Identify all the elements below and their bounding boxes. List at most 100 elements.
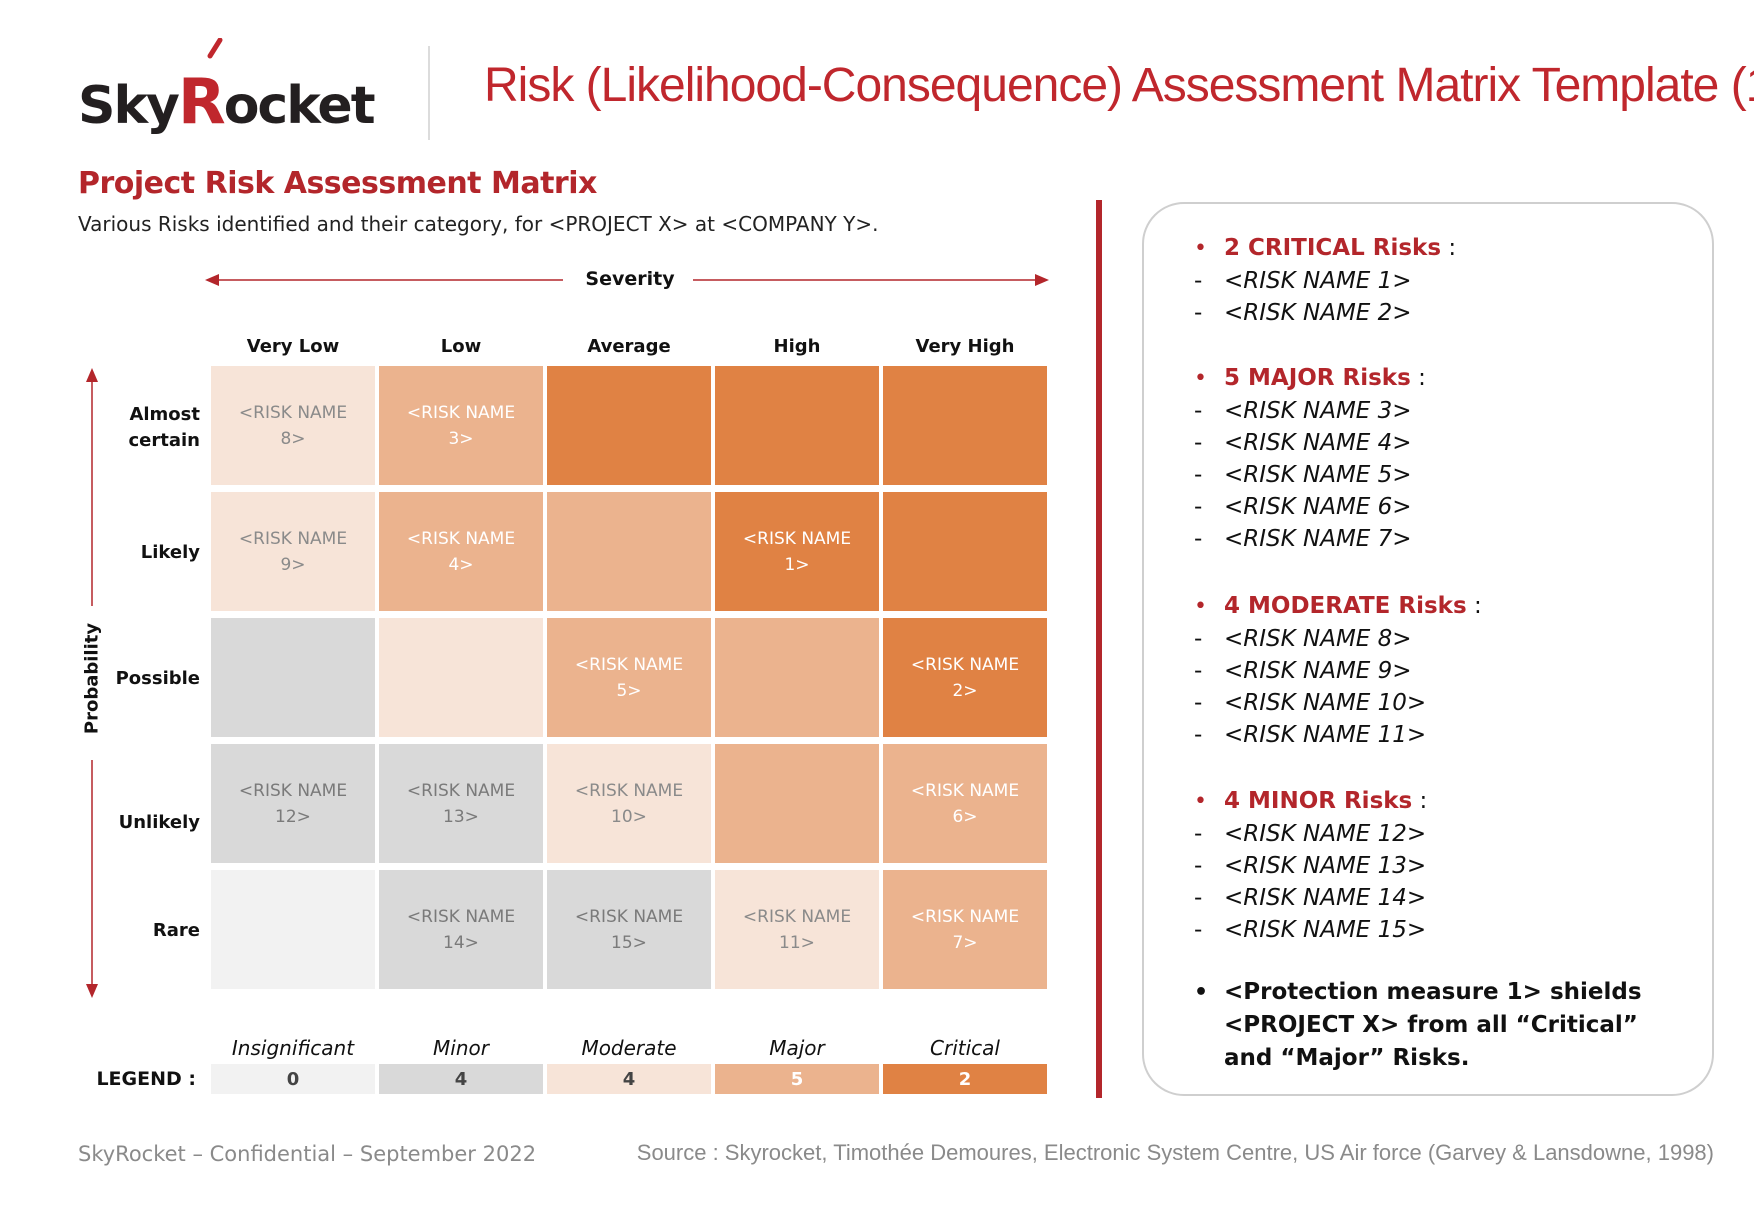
risk-name: <RISK NAME 1> (1224, 268, 1412, 294)
risk-name: <RISK NAME 12> (1224, 821, 1427, 847)
protection-text: <Protection measure 1> shields <PROJECT … (1224, 979, 1642, 1071)
risk-name: <RISK NAME 6> (1224, 494, 1412, 520)
footer-confidential: SkyRocket – Confidential – September 202… (78, 1142, 537, 1166)
legend-category-4: Critical (930, 1036, 1000, 1060)
dash-icon: - (1194, 626, 1203, 652)
summary-risk-item: - <RISK NAME 10> (1194, 687, 1714, 719)
severity-label: Severity (585, 268, 675, 290)
matrix-cell: <RISK NAME 1> (715, 492, 879, 611)
summary-group: • 2 CRITICAL Risks : - <RISK NAME 1> - <RISK … (1194, 232, 1714, 329)
legend-count-2: 4 (547, 1064, 711, 1094)
dash-icon: - (1194, 430, 1203, 456)
matrix-cell (715, 618, 879, 737)
row-header-2: Possible (115, 668, 200, 689)
probability-label: Probability (81, 622, 103, 735)
dash-icon: - (1194, 821, 1203, 847)
legend-label: LEGEND : (96, 1068, 196, 1090)
matrix-cell: <RISK NAME 3> (379, 366, 543, 485)
section-description: Various Risks identified and their categ… (78, 212, 879, 236)
summary-risk-item: - <RISK NAME 7> (1194, 523, 1714, 555)
category-heading-suffix: : (1441, 235, 1457, 261)
matrix-cell: <RISK NAME 7> (883, 870, 1047, 989)
protection-note: • <Protection measure 1> shields <PROJECT… (1194, 976, 1694, 1075)
category-heading: 4 MODERATE Risks (1224, 593, 1467, 619)
summary-group: • 4 MODERATE Risks : - <RISK NAME 8> - <RISK … (1194, 590, 1714, 751)
matrix-cell (883, 366, 1047, 485)
column-header-2: Average (587, 336, 671, 357)
matrix-cell: <RISK NAME 6> (883, 744, 1047, 863)
dash-icon: - (1194, 494, 1203, 520)
category-heading: 5 MAJOR Risks (1224, 365, 1411, 391)
legend-count-3: 5 (715, 1064, 879, 1094)
risk-name: <RISK NAME 15> (1224, 917, 1427, 943)
matrix-cell: <RISK NAME 14> (379, 870, 543, 989)
summary-risk-item: - <RISK NAME 13> (1194, 850, 1714, 882)
matrix-cell (211, 870, 375, 989)
summary-risk-item: - <RISK NAME 5> (1194, 459, 1714, 491)
legend-count-0: 0 (211, 1064, 375, 1094)
summary-risk-item: - <RISK NAME 9> (1194, 655, 1714, 687)
matrix-cell: <RISK NAME 15> (547, 870, 711, 989)
category-heading: 2 CRITICAL Risks (1224, 235, 1442, 261)
dash-icon: - (1194, 398, 1203, 424)
matrix-cell: <RISK NAME 10> (547, 744, 711, 863)
summary-risk-item: - <RISK NAME 1> (1194, 265, 1714, 297)
risk-name: <RISK NAME 4> (1224, 430, 1412, 456)
section-divider (1096, 200, 1102, 1098)
risk-name: <RISK NAME 10> (1224, 690, 1427, 716)
row-header-3: Unlikely (118, 812, 200, 833)
svg-text:SkyRocket: SkyRocket (78, 65, 375, 138)
matrix-cell: <RISK NAME 11> (715, 870, 879, 989)
risk-name: <RISK NAME 2> (1224, 300, 1412, 326)
bullet-icon: • (1194, 789, 1207, 814)
summary-group-heading: • 5 MAJOR Risks : (1194, 362, 1714, 395)
category-heading-suffix: : (1412, 788, 1428, 814)
column-header-3: High (773, 336, 821, 357)
column-header-4: Very High (915, 336, 1015, 357)
row-header-1: Likely (140, 542, 200, 563)
matrix-cell (883, 492, 1047, 611)
bullet-icon: • (1194, 236, 1207, 261)
category-heading: 4 MINOR Risks (1224, 788, 1413, 814)
header-divider (428, 46, 430, 140)
row-header-4: Rare (152, 920, 200, 941)
row-header-0: Almost certain (128, 404, 201, 451)
dash-icon: - (1194, 658, 1203, 684)
summary-risk-item: - <RISK NAME 11> (1194, 719, 1714, 751)
risk-name: <RISK NAME 11> (1224, 722, 1427, 748)
summary-risk-item: - <RISK NAME 8> (1194, 623, 1714, 655)
summary-group: • 4 MINOR Risks : - <RISK NAME 12> - <RISK NA… (1194, 785, 1714, 946)
column-header-0: Very Low (246, 336, 340, 357)
bullet-icon: • (1194, 366, 1207, 391)
matrix-cell: <RISK NAME 4> (379, 492, 543, 611)
summary-risk-item: - <RISK NAME 6> (1194, 491, 1714, 523)
summary-group-heading: • 2 CRITICAL Risks : (1194, 232, 1714, 265)
matrix-cell: <RISK NAME 2> (883, 618, 1047, 737)
page-title: Risk (Likelihood-Consequence) Assessment… (484, 59, 1754, 112)
risk-name: <RISK NAME 14> (1224, 885, 1427, 911)
summary-risk-item: - <RISK NAME 2> (1194, 297, 1714, 329)
probability-axis-arrow (86, 368, 98, 998)
severity-axis-arrow (205, 274, 1049, 286)
dash-icon: - (1194, 853, 1203, 879)
matrix-cell: <RISK NAME 13> (379, 744, 543, 863)
skyrocket-logo: SkyRocket (78, 37, 398, 138)
dash-icon: - (1194, 917, 1203, 943)
summary-risk-item: - <RISK NAME 15> (1194, 914, 1714, 946)
summary-risk-item: - <RISK NAME 14> (1194, 882, 1714, 914)
risk-name: <RISK NAME 8> (1224, 626, 1412, 652)
summary-group: • 5 MAJOR Risks : - <RISK NAME 3> - <RISK NAM… (1194, 362, 1714, 555)
dash-icon: - (1194, 462, 1203, 488)
risk-name: <RISK NAME 9> (1224, 658, 1412, 684)
matrix-cell: <RISK NAME 8> (211, 366, 375, 485)
summary-risk-item: - <RISK NAME 12> (1194, 818, 1714, 850)
legend-category-3: Major (769, 1036, 825, 1060)
dash-icon: - (1194, 526, 1203, 552)
column-header-1: Low (440, 336, 482, 357)
matrix-cell (715, 744, 879, 863)
dash-icon: - (1194, 722, 1203, 748)
summary-group-heading: • 4 MODERATE Risks : (1194, 590, 1714, 623)
legend-category-0: Insignificant (231, 1036, 355, 1060)
legend-category-2: Moderate (581, 1036, 677, 1060)
summary-risk-item: - <RISK NAME 3> (1194, 395, 1714, 427)
